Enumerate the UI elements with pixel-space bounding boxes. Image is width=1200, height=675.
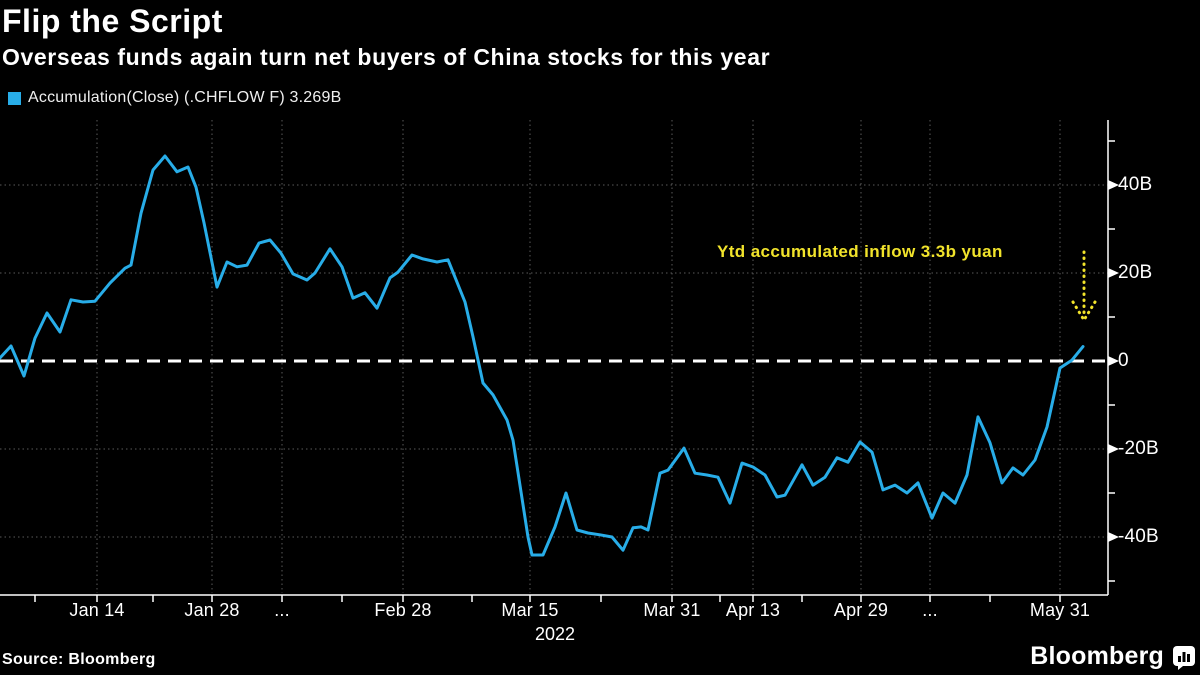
y-tick-label: 40B — [1118, 174, 1153, 195]
chart-title: Flip the Script — [2, 3, 223, 39]
legend: Accumulation(Close) (.CHFLOW F) 3.269B — [8, 89, 341, 107]
x-tick-label: ... — [274, 600, 290, 620]
y-tick-label: -20B — [1118, 438, 1159, 459]
x-tick-label: May 31 — [1029, 600, 1091, 620]
y-axis-major-tick-arrow — [1108, 532, 1119, 542]
annotation-arrow-head — [1082, 300, 1097, 322]
x-tick-label: Mar 31 — [643, 600, 701, 620]
x-tick-label: Jan 28 — [184, 600, 240, 620]
legend-label: Accumulation(Close) (.CHFLOW F) 3.269B — [28, 89, 342, 106]
y-axis-major-tick-arrow — [1108, 180, 1119, 190]
y-tick-label: 20B — [1118, 262, 1153, 283]
y-tick-label: 0 — [1118, 350, 1129, 371]
y-tick-label: -40B — [1118, 526, 1159, 547]
bloomberg-logo: Bloomberg — [1030, 642, 1196, 671]
annotation-text: Ytd accumulated inflow 3.3b yuan — [717, 242, 1003, 261]
x-tick-label: Feb 28 — [374, 600, 432, 620]
legend-swatch-icon — [8, 91, 21, 105]
x-axis-year-label: 2022 — [534, 624, 576, 644]
x-tick-label: ... — [922, 600, 938, 620]
accumulation-line-series — [0, 154, 1085, 557]
y-axis-major-tick-arrow — [1108, 444, 1119, 454]
x-tick-label: Mar 15 — [501, 600, 559, 620]
y-axis-major-tick-arrow — [1108, 356, 1119, 366]
source-text: Source: Bloomberg — [2, 651, 156, 668]
annotation-arrow-head — [1071, 300, 1086, 322]
x-tick-label: Apr 29 — [833, 600, 889, 620]
chart-subtitle: Overseas funds again turn net buyers of … — [2, 44, 771, 70]
y-axis-major-tick-arrow — [1108, 268, 1119, 278]
x-tick-label: Apr 13 — [725, 600, 781, 620]
bloomberg-logo-text: Bloomberg — [1030, 642, 1164, 670]
bar-chart-bubble-icon — [1173, 645, 1195, 670]
x-tick-label: Jan 14 — [69, 600, 125, 620]
